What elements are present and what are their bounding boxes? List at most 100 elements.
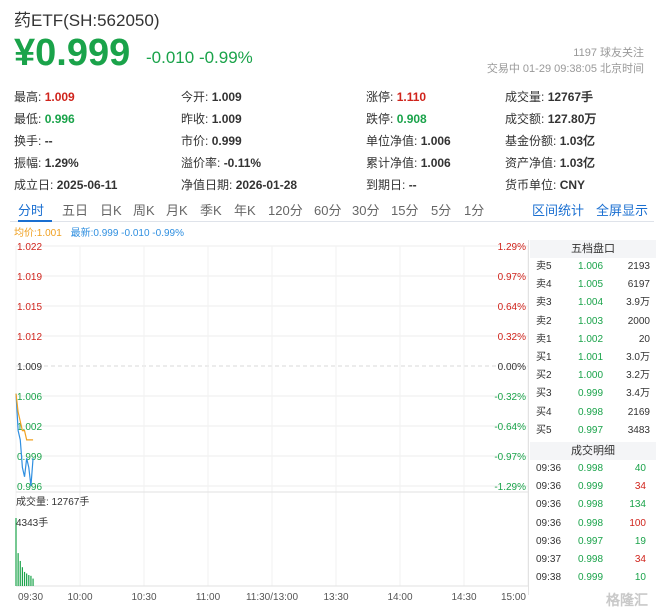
deal-row: 09:36 0.999 34 bbox=[530, 478, 656, 496]
ask-row-5: 卖1 1.002 20 bbox=[530, 331, 656, 349]
deal-price: 0.998 bbox=[578, 553, 604, 565]
deal-volume: 10 bbox=[634, 572, 646, 584]
chart-legend: 均价:1.001 最新:0.999 -0.010 -0.99% bbox=[14, 224, 184, 239]
tab-yearly-k[interactable]: 年K bbox=[234, 203, 256, 218]
x-axis-label: 14:00 bbox=[387, 592, 412, 603]
deal-price: 0.998 bbox=[578, 463, 604, 474]
y-axis-percent-label: -0.32% bbox=[494, 392, 526, 403]
ask-volume: 2000 bbox=[627, 315, 650, 327]
tab-intraday[interactable]: 分时 bbox=[18, 203, 45, 218]
tab-1min[interactable]: 1分 bbox=[464, 203, 485, 218]
change-value: -0.010 bbox=[146, 48, 195, 67]
volume-bar bbox=[15, 518, 17, 586]
trade-details-title: 成交明细 bbox=[530, 442, 656, 460]
order-book: 五档盘口 卖5 1.006 2193 卖4 1.005 6197 卖3 1.004 3.9万 卖2… bbox=[530, 240, 656, 440]
deal-row: 09:37 0.998 34 bbox=[530, 551, 656, 569]
stat-market-price: 市价: 0.999 bbox=[181, 134, 242, 148]
ask-volume: 20 bbox=[638, 333, 650, 345]
bid-row-3: 买3 0.999 3.4万 bbox=[530, 385, 656, 403]
y-axis-percent-label: 0.97% bbox=[498, 272, 526, 283]
stat-inception: 成立日: 2025-06-11 bbox=[14, 178, 118, 192]
x-axis-label: 10:30 bbox=[131, 592, 156, 603]
tab-five-day[interactable]: 五日 bbox=[62, 203, 89, 218]
y-axis-price-label: 1.002 bbox=[17, 422, 42, 433]
ask-volume: 2193 bbox=[627, 261, 650, 272]
ask-row-4: 卖2 1.003 2000 bbox=[530, 313, 656, 331]
deal-price: 0.998 bbox=[578, 499, 604, 511]
deal-time: 09:37 bbox=[536, 553, 562, 565]
stat-currency: 货币单位: CNY bbox=[505, 178, 586, 192]
deal-volume: 19 bbox=[634, 535, 646, 547]
bid-price: 1.000 bbox=[578, 370, 604, 382]
tab-15min[interactable]: 15分 bbox=[391, 203, 419, 218]
y-axis-price-label: 1.009 bbox=[17, 362, 42, 373]
volume-bar bbox=[28, 575, 30, 586]
volume-bar bbox=[26, 573, 28, 586]
tab-120min[interactable]: 120分 bbox=[268, 203, 303, 218]
y-axis-percent-label: -0.97% bbox=[494, 452, 526, 463]
legend-avg: 均价:1.001 bbox=[14, 228, 62, 239]
deal-row: 09:38 0.999 10 bbox=[530, 569, 656, 587]
stat-open: 今开: 1.009 bbox=[181, 90, 242, 104]
legend-latest: 最新:0.999 -0.010 -0.99% bbox=[70, 228, 184, 239]
stat-limit-down: 跌停: 0.908 bbox=[366, 112, 427, 126]
ask-row-2: 卖4 1.005 6197 bbox=[530, 276, 656, 294]
bid-level-label: 买3 bbox=[536, 388, 552, 400]
deal-row: 09:36 0.998 40 bbox=[530, 460, 656, 478]
y-axis-price-label: 1.012 bbox=[17, 332, 42, 343]
bid-level-label: 买4 bbox=[536, 406, 552, 418]
bid-volume: 3.2万 bbox=[626, 370, 650, 382]
ask-price: 1.003 bbox=[578, 315, 604, 327]
deal-row: 09:36 0.998 134 bbox=[530, 496, 656, 514]
stat-low: 最低: 0.996 bbox=[14, 112, 75, 126]
volume-bar bbox=[30, 575, 32, 586]
x-axis-label: 11:30/13:00 bbox=[246, 592, 299, 603]
panel-divider bbox=[528, 240, 529, 595]
stat-nav: 单位净值: 1.006 bbox=[366, 134, 451, 148]
stat-fund-shares: 基金份额: 1.03亿 bbox=[505, 134, 596, 148]
deal-price: 0.997 bbox=[578, 535, 604, 547]
y-axis-price-label: 0.996 bbox=[17, 482, 42, 493]
ask-row-1: 卖5 1.006 2193 bbox=[530, 258, 656, 276]
range-stats-button[interactable]: 区间统计 bbox=[532, 203, 585, 218]
deal-time: 09:36 bbox=[536, 499, 562, 511]
stat-prev-close: 昨收: 1.009 bbox=[181, 112, 242, 126]
avg-price-line bbox=[15, 393, 34, 441]
volume-bar bbox=[19, 560, 21, 586]
deal-price: 0.999 bbox=[578, 572, 604, 584]
stat-maturity: 到期日: -- bbox=[366, 178, 417, 192]
tab-30min[interactable]: 30分 bbox=[352, 203, 380, 218]
deal-row: 09:36 0.997 19 bbox=[530, 533, 656, 551]
bid-price: 0.999 bbox=[578, 388, 604, 400]
tab-5min[interactable]: 5分 bbox=[431, 203, 452, 218]
fullscreen-button[interactable]: 全屏显示 bbox=[596, 203, 649, 218]
y-axis-price-label: 1.006 bbox=[17, 392, 42, 403]
active-tab-indicator bbox=[18, 220, 52, 222]
y-axis-price-label: 0.999 bbox=[17, 452, 42, 463]
bid-row-4: 买4 0.998 2169 bbox=[530, 404, 656, 422]
deal-volume: 34 bbox=[634, 553, 646, 565]
ask-price: 1.005 bbox=[578, 279, 604, 291]
x-axis-label: 09:30 bbox=[18, 592, 43, 603]
deal-volume: 34 bbox=[634, 481, 646, 493]
ask-level-label: 卖5 bbox=[536, 261, 552, 272]
deal-time: 09:36 bbox=[536, 517, 562, 529]
followers-count[interactable]: 1197 球友关注 bbox=[573, 47, 644, 59]
tab-daily-k[interactable]: 日K bbox=[100, 203, 122, 218]
stat-limit-up: 涨停: 1.110 bbox=[366, 90, 427, 104]
y-axis-percent-label: 1.29% bbox=[498, 242, 526, 253]
trade-status: 交易中 01-29 09:38:05 北京时间 bbox=[486, 63, 644, 75]
x-axis-label: 10:00 bbox=[67, 592, 92, 603]
tab-quarterly-k[interactable]: 季K bbox=[200, 203, 222, 218]
y-axis-price-label: 1.015 bbox=[17, 302, 42, 313]
x-axis-label: 11:00 bbox=[196, 592, 221, 603]
bid-level-label: 买2 bbox=[536, 370, 552, 382]
tab-60min[interactable]: 60分 bbox=[314, 203, 342, 218]
tab-weekly-k[interactable]: 周K bbox=[133, 203, 155, 218]
bid-volume: 3.0万 bbox=[626, 351, 650, 363]
chart-period-tabs: 分时 五日 日K 周K 月K 季K 年K 120分 60分 30分 15分 5分… bbox=[10, 196, 654, 222]
ask-level-label: 卖1 bbox=[536, 333, 552, 345]
tab-monthly-k[interactable]: 月K bbox=[166, 203, 188, 218]
ask-price: 1.002 bbox=[578, 333, 604, 345]
bid-row-5: 买5 0.997 3483 bbox=[530, 422, 656, 440]
